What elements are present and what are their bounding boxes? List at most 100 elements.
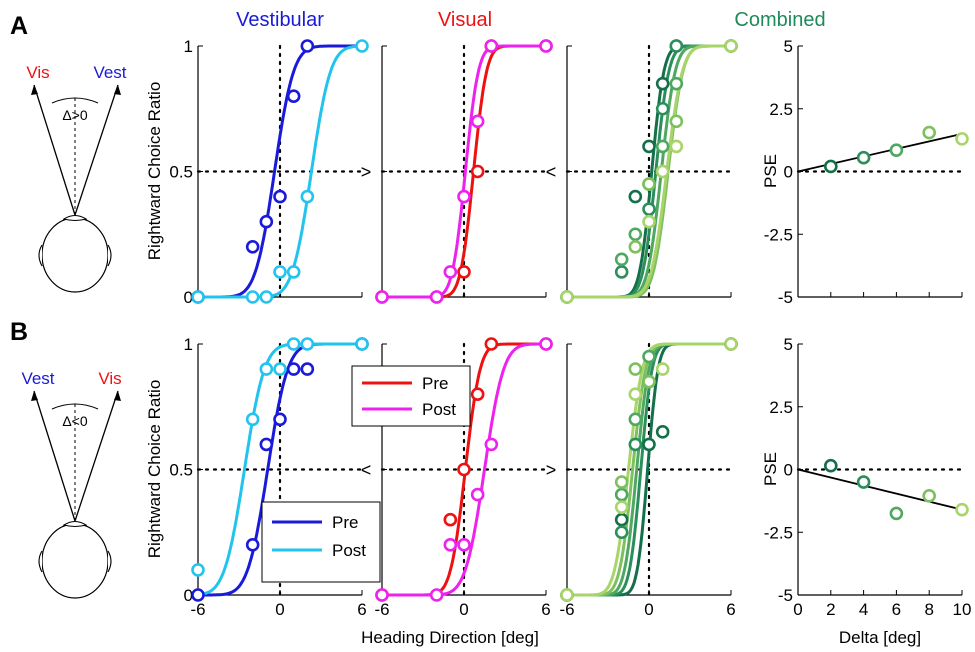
x-tick-label: 6 <box>726 600 735 619</box>
data-point <box>470 114 485 129</box>
data-point <box>470 164 485 179</box>
left-ear <box>38 550 43 573</box>
shift-mark-b-vestibular: < <box>361 460 372 480</box>
data-point <box>470 487 485 502</box>
y-tick-label: 1 <box>184 37 193 56</box>
data-point <box>669 76 684 91</box>
angle-arc <box>51 403 99 410</box>
pse-point <box>955 132 969 146</box>
data-point <box>669 114 684 129</box>
y-axis-label-b: Rightward Choice Ratio <box>145 380 164 559</box>
data-point <box>642 374 656 389</box>
data-point <box>191 563 205 577</box>
data-point <box>655 425 670 439</box>
data-point <box>642 202 656 216</box>
data-point <box>300 337 315 351</box>
plot-b-vestibular: -6 0 600.51 <box>169 335 369 619</box>
data-point <box>655 139 670 154</box>
title-vestibular: Vestibular <box>236 9 324 31</box>
data-point <box>628 387 643 402</box>
data-point <box>614 265 629 279</box>
pse-point <box>856 475 871 489</box>
x-tick-label: 6 <box>541 600 550 619</box>
data-point <box>614 252 629 267</box>
x-tick-label: 8 <box>924 600 933 619</box>
data-point <box>273 189 287 204</box>
data-point <box>375 588 389 602</box>
plots-layer: 00.51-5-2.502.55-6 0 600.51-6 0 6 -6 0 6 0 2 4 6 8 10… <box>169 37 971 619</box>
right-ear <box>107 244 112 267</box>
head-outline <box>41 523 109 599</box>
legend-visual: Pre Post <box>351 365 471 427</box>
legend-label-pre: Pre <box>422 374 448 393</box>
x-tick-label: 6 <box>357 600 366 619</box>
pse-label-a: PSE <box>761 154 780 188</box>
data-point <box>443 265 458 279</box>
fit-curve-post <box>197 342 362 597</box>
data-point <box>642 177 656 191</box>
plot-a-combined <box>560 39 738 304</box>
data-point <box>375 290 389 304</box>
head-diagram-b: Vest Vis Δ<0 <box>21 369 122 599</box>
data-point <box>669 39 684 53</box>
pse-point <box>889 506 904 521</box>
legend-box <box>351 365 471 427</box>
data-point <box>355 39 369 53</box>
data-point <box>628 240 643 254</box>
y-tick-label: 0 <box>784 461 793 480</box>
right-arrow-shaft <box>74 390 119 522</box>
x-tick-label: -6 <box>374 600 389 619</box>
x-tick-label: 0 <box>459 600 468 619</box>
data-point <box>628 189 643 204</box>
data-point <box>655 362 670 376</box>
fit-curve-post <box>382 342 546 597</box>
legend-label-pre: Pre <box>332 513 358 532</box>
data-point <box>273 412 287 427</box>
left-ear <box>38 244 43 267</box>
right-ear <box>107 550 112 573</box>
panel-letter-b: B <box>10 318 28 346</box>
legend-box <box>261 501 381 583</box>
y-tick-label: -5 <box>778 586 793 605</box>
data-point <box>642 139 656 154</box>
data-point <box>560 588 574 602</box>
y-tick-label: -5 <box>778 288 793 307</box>
plot-b-combined: -6 0 6 <box>559 337 738 619</box>
y-tick-label: 1 <box>184 335 193 354</box>
y-tick-label: 2.5 <box>769 100 793 119</box>
delta-label: Δ>0 <box>62 107 88 123</box>
title-visual: Visual <box>438 9 492 31</box>
shift-mark-b-visual: > <box>546 460 557 480</box>
data-point <box>642 437 656 452</box>
pse-point <box>922 489 937 503</box>
x-tick-label: 10 <box>953 600 972 619</box>
data-point <box>259 362 274 376</box>
data-point <box>614 525 629 540</box>
data-point <box>245 537 260 552</box>
data-point <box>300 39 315 53</box>
pse-point <box>823 458 838 473</box>
data-point <box>300 189 315 204</box>
data-point <box>457 537 471 552</box>
regression-line <box>797 468 963 511</box>
left-arrow-label: Vis <box>26 63 49 82</box>
data-point <box>259 290 274 304</box>
head-outline <box>41 217 109 293</box>
data-point <box>484 39 499 53</box>
y-tick-label: 2.5 <box>769 398 793 417</box>
left-arrowhead <box>31 85 38 95</box>
data-point <box>245 240 260 254</box>
legend-vestibular: Pre Post <box>261 501 381 583</box>
x-tick-label: -6 <box>190 600 205 619</box>
plot-a-vestibular: 00.51 <box>169 37 369 307</box>
data-point <box>429 588 444 602</box>
data-point <box>628 362 643 376</box>
x-tick-label: -6 <box>559 600 574 619</box>
right-arrowhead <box>114 85 121 95</box>
x-tick-label: 6 <box>892 600 901 619</box>
y-tick-label: 5 <box>784 37 793 56</box>
data-point <box>259 214 274 229</box>
data-point <box>628 412 643 427</box>
y-tick-label: 0.5 <box>169 461 193 480</box>
x-tick-label: 0 <box>275 600 284 619</box>
